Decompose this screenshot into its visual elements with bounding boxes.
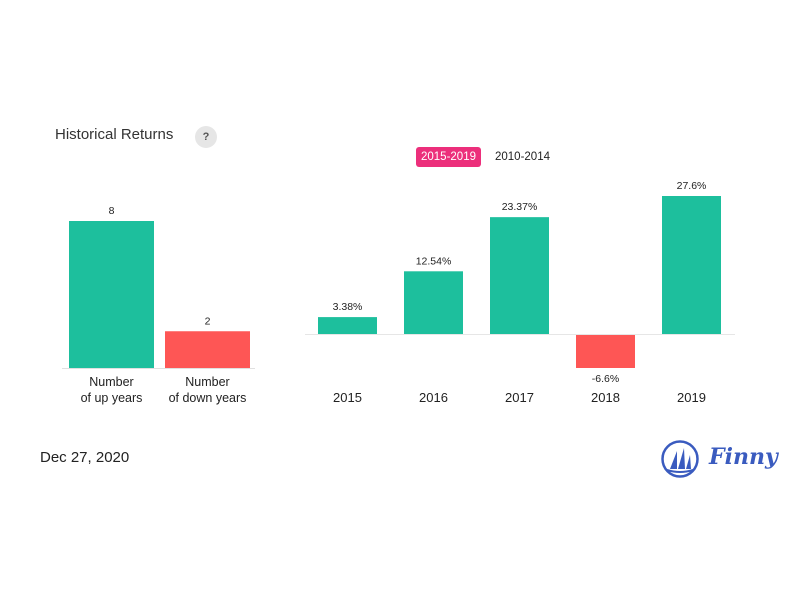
data-label: 23.37%: [502, 201, 538, 213]
tick-label: of down years: [169, 391, 247, 405]
bar-down-years[interactable]: [165, 331, 250, 368]
tick-label: 2018: [591, 390, 620, 405]
tick-label: of up years: [81, 391, 143, 405]
bar-2018[interactable]: [576, 335, 635, 368]
tick-label: 2017: [505, 390, 534, 405]
tab-2015-2019[interactable]: 2015-2019: [416, 147, 481, 167]
tick-label: Number: [185, 375, 229, 389]
bar-2017[interactable]: [490, 217, 549, 334]
annual-returns-chart: 3.38% 2015 12.54% 2016 23.37% 2017 -6.6% 2018 27…: [305, 180, 735, 405]
finny-logo[interactable]: Finny: [660, 439, 778, 479]
brand-name: Finny: [709, 444, 778, 470]
data-label: -6.6%: [592, 373, 619, 385]
data-label: 2: [205, 315, 211, 327]
tick-label: Number: [89, 375, 133, 389]
page-title: Historical Returns: [55, 126, 174, 143]
tick-label: 2019: [677, 390, 706, 405]
as-of-date: Dec 27, 2020: [40, 449, 130, 466]
up-down-years-chart: 8 Number of up years 2 Number of down years: [62, 205, 255, 405]
bar-2015[interactable]: [318, 317, 377, 334]
data-label: 12.54%: [416, 255, 452, 267]
sailboat-logo-icon: [661, 440, 699, 478]
data-label: 8: [109, 205, 115, 217]
help-icon[interactable]: ?: [195, 126, 217, 148]
tick-label: 2015: [333, 390, 362, 405]
data-label: 27.6%: [677, 180, 707, 192]
bar-up-years[interactable]: [69, 221, 154, 368]
tab-2010-2014[interactable]: 2010-2014: [495, 151, 550, 163]
tick-label: 2016: [419, 390, 448, 405]
data-label: 3.38%: [333, 301, 363, 313]
bar-2019[interactable]: [662, 196, 721, 334]
bar-2016[interactable]: [404, 271, 463, 334]
